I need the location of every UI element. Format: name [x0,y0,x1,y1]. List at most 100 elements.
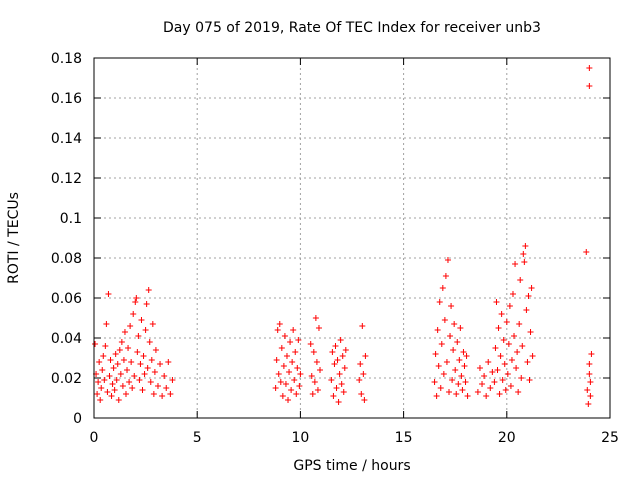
data-point-marker [586,83,593,89]
data-point-marker [308,373,315,379]
data-point-marker [287,339,294,345]
data-point-marker [128,359,135,365]
data-point-marker [588,351,595,357]
data-point-marker [94,391,101,397]
data-point-marker [453,391,460,397]
data-point-marker [286,369,293,375]
data-point-marker [483,393,490,399]
data-point-marker [362,353,369,359]
data-point-marker [119,383,126,389]
data-point-marker [112,351,119,357]
data-point-marker [107,357,114,363]
data-point-marker [129,385,136,391]
data-point-marker [498,311,505,317]
data-point-marker [147,379,154,385]
data-point-marker [361,397,368,403]
data-point-marker [329,349,336,355]
data-point-marker [485,359,492,365]
data-point-marker [125,345,132,351]
data-point-marker [524,359,531,365]
data-point-marker [506,303,513,309]
data-point-marker [151,369,158,375]
y-axis-title: ROTI / TECUs [6,192,22,284]
data-point-marker [476,365,483,371]
data-point-marker [479,381,486,387]
data-point-marker [315,325,322,331]
data-point-marker [587,379,594,385]
data-point-marker [278,345,285,351]
data-point-marker [307,341,314,347]
data-point-marker [444,257,451,263]
y-tick-labels: 0 0.02 0.04 0.06 0.08 0.1 0.12 0.14 0.16 0.18 [51,51,82,427]
data-point-marker [505,341,512,347]
data-point-marker [507,383,514,389]
data-point-marker [508,357,515,363]
data-point-marker [434,327,441,333]
data-point-marker [332,343,339,349]
data-point-marker [289,359,296,365]
x-tick-label: 20 [498,430,516,446]
gridlines [94,58,610,418]
data-point-marker [131,373,138,379]
data-point-marker [463,353,470,359]
data-point-marker [460,349,467,355]
data-point-marker [163,385,170,391]
data-point-marker [335,399,342,405]
data-point-marker [296,383,303,389]
data-point-marker [291,377,298,383]
data-point-marker [584,387,591,393]
data-point-marker [106,373,113,379]
data-point-marker [290,327,297,333]
data-point-marker [150,391,157,397]
data-point-marker [504,371,511,377]
data-point-marker [474,389,481,395]
data-point-marker [133,295,140,301]
data-point-marker [500,337,507,343]
data-point-marker [517,277,524,283]
data-point-marker [141,371,148,377]
data-point-marker [117,371,124,377]
data-point-marker [283,353,290,359]
data-point-marker [513,365,520,371]
data-point-marker [145,287,152,293]
data-point-marker [137,361,144,367]
data-point-marker [447,333,454,339]
chart-title: Day 075 of 2019, Rate Of TEC Index for r… [163,20,541,36]
data-point-marker [105,291,112,297]
data-point-marker [140,353,147,359]
data-point-marker [132,299,139,305]
data-point-marker [127,323,134,329]
data-point-marker [109,381,116,387]
x-tick-label: 10 [291,430,309,446]
data-point-marker [110,365,117,371]
data-point-marker [99,367,106,373]
data-point-marker [148,357,155,363]
data-point-marker [338,381,345,387]
data-point-marker [481,373,488,379]
data-point-marker [462,379,469,385]
data-point-marker [496,391,503,397]
data-point-marker [280,363,287,369]
data-point-marker [121,329,128,335]
data-point-marker [154,383,161,389]
data-point-marker [310,349,317,355]
data-point-marker [435,363,442,369]
data-point-marker [115,397,122,403]
y-tick-label: 0 [73,411,82,427]
data-point-marker [116,347,123,353]
data-point-marker [96,359,103,365]
data-point-marker [341,365,348,371]
data-point-marker [281,333,288,339]
x-tick-labels: 0 5 10 15 20 25 [90,430,619,446]
data-point-marker [450,347,457,353]
data-point-marker [124,367,131,373]
data-point-marker [431,379,438,385]
data-point-marker [357,361,364,367]
data-point-marker [494,367,501,373]
axis-ticks [93,57,611,419]
data-point-marker [518,375,525,381]
data-point-marker [134,349,141,355]
data-point-marker [135,333,142,339]
x-tick-label: 5 [193,430,202,446]
data-point-marker [275,371,282,377]
